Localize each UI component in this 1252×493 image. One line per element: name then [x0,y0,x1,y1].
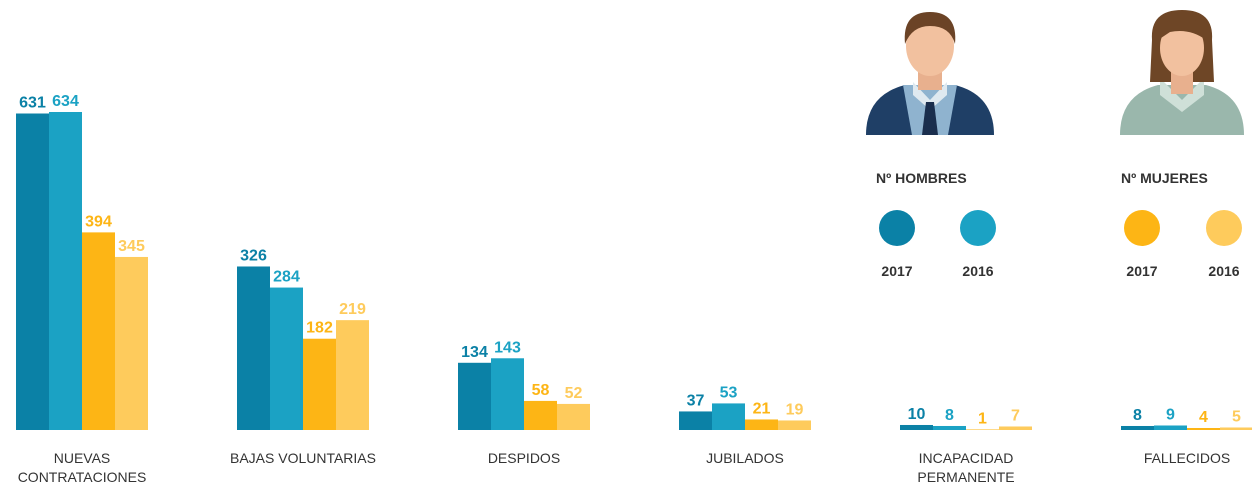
value-label: 634 [52,93,79,110]
bar [745,419,778,430]
value-label: 10 [908,406,926,423]
bar [679,411,712,430]
category-label: BAJAS VOLUNTARIAS [229,450,376,466]
value-label: 8 [945,407,954,424]
woman-icon [1120,10,1244,135]
legend-label: 2017 [881,263,912,279]
bar [458,362,491,430]
man-icon [866,12,994,135]
bar [999,426,1032,430]
legend-label: 2016 [1208,263,1239,279]
value-label: 143 [494,339,521,356]
category-label: NUEVAS CONTRATACIONES [17,450,147,485]
bar [237,266,270,430]
bar [1187,427,1220,430]
category-label: INCAPACIDAD PERMANENTE [917,450,1015,485]
bar [336,320,369,430]
legend-swatch [879,210,915,246]
category-label: FALLECIDOS [1143,450,1231,466]
legend-swatch [1124,210,1160,246]
value-label: 631 [19,95,46,112]
bar [524,400,557,430]
legend-label: 2017 [1126,263,1157,279]
value-label: 21 [753,400,771,417]
bar [1121,425,1154,430]
bar [270,287,303,430]
value-label: 37 [687,392,705,409]
legend-title: Nº HOMBRES [876,170,967,186]
value-label: 326 [240,247,267,264]
value-label: 58 [532,382,550,399]
value-label: 345 [118,238,145,255]
bar [16,113,49,430]
value-label: 7 [1011,407,1020,424]
value-label: 4 [1199,409,1208,426]
legend-swatch [960,210,996,246]
legend-label: 2016 [962,263,993,279]
value-label: 134 [461,344,488,361]
bar [49,112,82,430]
value-label: 394 [85,213,112,230]
bar [712,403,745,430]
bar [778,420,811,430]
bar [900,424,933,430]
value-label: 1 [978,410,987,427]
value-label: 219 [339,301,366,318]
bar [115,256,148,430]
bar [303,338,336,430]
value-label: 52 [565,385,583,402]
bar [491,358,524,430]
value-label: 182 [306,320,333,337]
bar [1154,425,1187,430]
category-label: DESPIDOS [487,450,561,466]
bar [557,403,590,430]
bar [1220,427,1252,430]
legend-title: Nº MUJERES [1121,170,1208,186]
bar [933,425,966,430]
value-label: 9 [1166,406,1175,423]
bar [966,429,999,430]
value-label: 284 [273,269,300,286]
legend-swatch [1206,210,1242,246]
value-label: 8 [1133,407,1142,424]
value-label: 53 [720,384,738,401]
value-label: 5 [1232,408,1241,425]
value-label: 19 [786,401,804,418]
category-label: JUBILADOS [706,450,784,466]
bar [82,232,115,430]
